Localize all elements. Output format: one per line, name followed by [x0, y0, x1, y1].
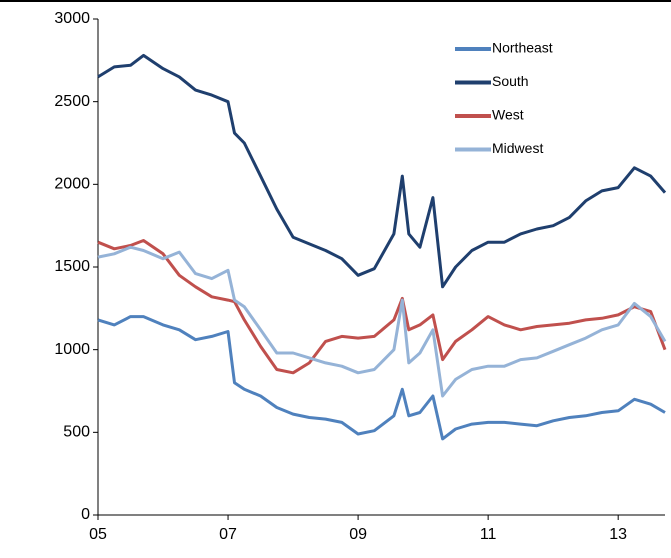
y-tick-label: 2000 [54, 176, 90, 193]
legend-label: West [492, 107, 524, 123]
x-tick-label: 13 [609, 526, 627, 543]
series-line [97, 245, 667, 398]
y-tick-label: 3000 [54, 10, 90, 27]
x-tick-label: 05 [89, 526, 107, 543]
y-tick-label: 1500 [54, 258, 90, 275]
y-tick-label: 2500 [54, 93, 90, 110]
legend-label: Midwest [492, 140, 543, 156]
y-tick-label: 1000 [54, 341, 90, 358]
x-tick-label: 07 [219, 526, 237, 543]
series-line [97, 53, 667, 289]
legend: Northeast South West Midwest [455, 40, 553, 156]
legend-label: South [492, 73, 529, 89]
y-tick-label: 500 [63, 424, 90, 441]
series-line [97, 239, 667, 375]
x-tick-label: 11 [480, 526, 497, 543]
series-line [97, 315, 666, 441]
legend-label: Northeast [492, 40, 553, 56]
x-tick-label: 09 [349, 526, 367, 543]
y-tick-label: 0 [81, 506, 90, 523]
